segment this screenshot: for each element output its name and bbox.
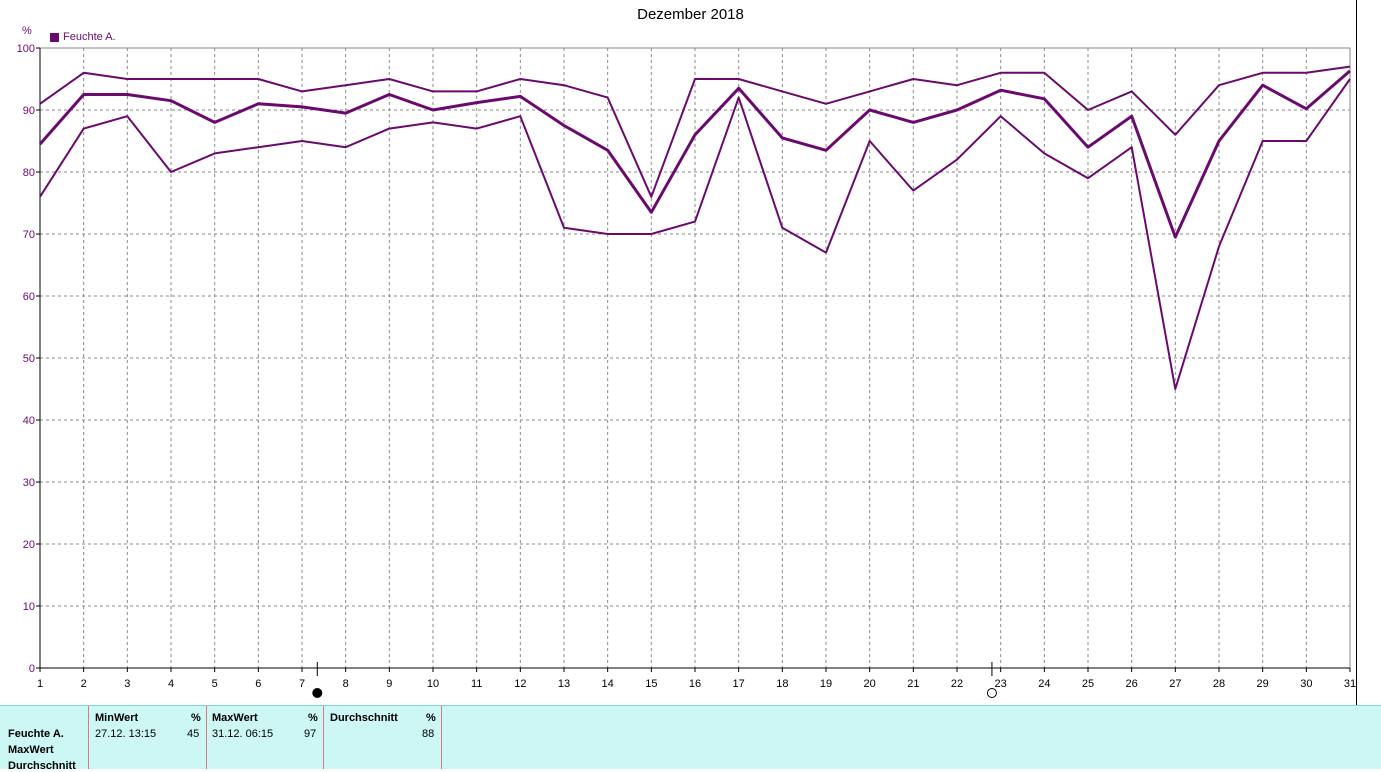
- max-time: 31.12. 06:15: [212, 728, 274, 740]
- y-axis-unit: %: [22, 25, 32, 37]
- legend: Feuchte A.: [50, 31, 116, 43]
- y-tick-label: 90: [23, 105, 35, 117]
- x-tick-label: 28: [1213, 678, 1225, 690]
- x-tick-label: 5: [212, 678, 218, 690]
- min-unit: %: [191, 712, 201, 724]
- x-tick-label: 29: [1257, 678, 1269, 690]
- x-tick-label: 23: [995, 678, 1007, 690]
- avg-header: Durchschnitt: [330, 712, 398, 724]
- x-tick-label: 24: [1038, 678, 1050, 690]
- y-tick-label: 100: [17, 43, 35, 55]
- legend-label: Feuchte A.: [63, 31, 116, 43]
- x-tick-label: 6: [255, 678, 261, 690]
- series-line-max: [39, 65, 1351, 198]
- x-tick-label: 16: [689, 678, 701, 690]
- x-tick-label: 19: [820, 678, 832, 690]
- right-border: [1356, 0, 1357, 705]
- x-tick-label: 15: [645, 678, 657, 690]
- x-tick-label: 26: [1126, 678, 1138, 690]
- max-unit: %: [308, 712, 318, 724]
- x-tick-label: 11: [471, 678, 482, 690]
- x-tick-label: 27: [1169, 678, 1181, 690]
- y-tick-label: 10: [23, 601, 35, 613]
- y-tick-label: 80: [23, 167, 35, 179]
- min-header: MinWert: [95, 712, 139, 724]
- row-label-avg: Durchschnitt: [8, 760, 76, 772]
- x-tick-label: 2: [81, 678, 87, 690]
- min-value: 45: [187, 728, 200, 740]
- series-line-avg: [38, 69, 1351, 239]
- avg-unit: %: [426, 712, 436, 724]
- avg-value: 88: [422, 728, 435, 740]
- x-tick-label: 8: [343, 678, 349, 690]
- stats-panel: Feuchte A. MaxWert Durchschnitt MinWert …: [0, 705, 1381, 772]
- y-tick-label: 60: [23, 291, 35, 303]
- min-time: 27.12. 13:15: [95, 728, 157, 740]
- x-tick-label: 17: [733, 678, 745, 690]
- legend-swatch: [50, 32, 59, 42]
- x-tick-label: 3: [124, 678, 130, 690]
- x-tick-label: 1: [37, 678, 43, 690]
- x-tick-label: 25: [1082, 678, 1094, 690]
- y-tick-label: 20: [23, 539, 35, 551]
- x-tick-label: 14: [602, 678, 614, 690]
- stats-col-min: MinWert % 27.12. 13:15 45: [88, 706, 207, 769]
- x-tick-label: 18: [776, 678, 788, 690]
- series-line-min: [39, 78, 1351, 390]
- y-tick-label: 0: [29, 663, 35, 675]
- row-label-max: MaxWert: [8, 744, 54, 756]
- stats-col-avg: Durchschnitt % 88: [324, 706, 442, 769]
- x-tick-label: 12: [514, 678, 526, 690]
- x-tick-label: 13: [558, 678, 570, 690]
- x-tick-label: 20: [864, 678, 876, 690]
- x-tick-label: 21: [907, 678, 919, 690]
- x-tick-label: 4: [168, 678, 174, 690]
- y-tick-label: 40: [23, 415, 35, 427]
- y-tick-label: 30: [23, 477, 35, 489]
- x-tick-label: 31: [1344, 678, 1356, 690]
- y-tick-label: 70: [23, 229, 35, 241]
- max-value: 97: [304, 728, 317, 740]
- stats-col-max: MaxWert % 31.12. 06:15 97: [206, 706, 324, 769]
- chart-title: Dezember 2018: [637, 6, 744, 23]
- x-tick-label: 9: [386, 678, 392, 690]
- y-tick-label: 50: [23, 353, 35, 365]
- x-tick-label: 22: [951, 678, 963, 690]
- x-tick-label: 7: [299, 678, 305, 690]
- row-label-sensor: Feuchte A.: [8, 728, 64, 740]
- x-tick-label: 30: [1300, 678, 1312, 690]
- full-moon-icon: [312, 688, 323, 698]
- max-header: MaxWert: [212, 712, 258, 724]
- x-tick-label: 10: [427, 678, 439, 690]
- new-moon-icon: [986, 688, 997, 698]
